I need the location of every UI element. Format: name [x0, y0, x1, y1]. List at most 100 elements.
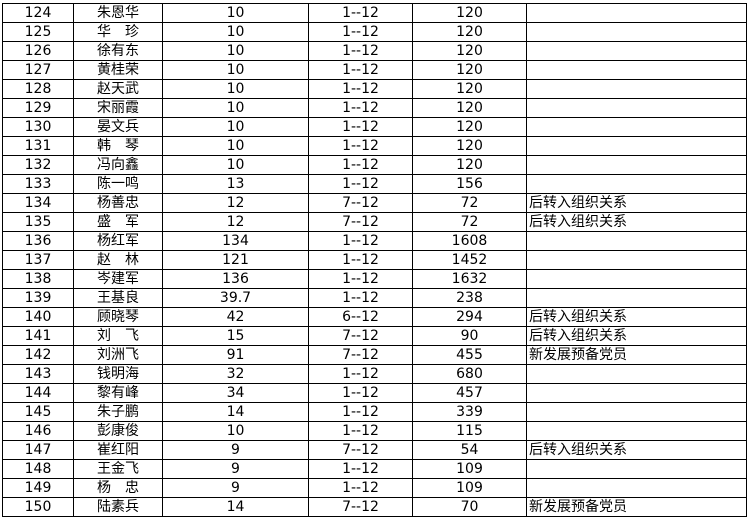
cell-note[interactable]	[526, 478, 747, 498]
cell-note[interactable]: 新发展预备党员	[526, 345, 747, 365]
cell-months[interactable]: 1--12	[308, 459, 413, 479]
cell-name[interactable]: 华 珍	[73, 22, 163, 42]
cell-amount[interactable]: 9	[162, 459, 309, 479]
cell-amount[interactable]: 39.7	[162, 288, 309, 308]
cell-amount[interactable]: 121	[162, 250, 309, 270]
cell-name[interactable]: 宋丽霞	[73, 98, 163, 118]
cell-amount[interactable]: 10	[162, 3, 309, 23]
cell-total[interactable]: 109	[412, 459, 527, 479]
cell-amount[interactable]: 10	[162, 79, 309, 99]
cell-no[interactable]: 130	[2, 117, 74, 137]
cell-months[interactable]: 1--12	[308, 231, 413, 251]
cell-amount[interactable]: 91	[162, 345, 309, 365]
cell-note[interactable]: 后转入组织关系	[526, 326, 747, 346]
cell-no[interactable]: 138	[2, 269, 74, 289]
cell-total[interactable]: 120	[412, 117, 527, 137]
cell-months[interactable]: 1--12	[308, 421, 413, 441]
cell-no[interactable]: 141	[2, 326, 74, 346]
cell-no[interactable]: 149	[2, 478, 74, 498]
cell-note[interactable]	[526, 269, 747, 289]
cell-months[interactable]: 1--12	[308, 136, 413, 156]
cell-months[interactable]: 1--12	[308, 22, 413, 42]
cell-months[interactable]: 1--12	[308, 174, 413, 194]
cell-no[interactable]: 126	[2, 41, 74, 61]
cell-total[interactable]: 1452	[412, 250, 527, 270]
cell-name[interactable]: 杨红军	[73, 231, 163, 251]
cell-no[interactable]: 134	[2, 193, 74, 213]
cell-note[interactable]	[526, 136, 747, 156]
cell-name[interactable]: 冯向鑫	[73, 155, 163, 175]
cell-note[interactable]	[526, 174, 747, 194]
cell-months[interactable]: 1--12	[308, 98, 413, 118]
cell-no[interactable]: 132	[2, 155, 74, 175]
cell-no[interactable]: 148	[2, 459, 74, 479]
cell-months[interactable]: 1--12	[308, 402, 413, 422]
cell-note[interactable]	[526, 79, 747, 99]
cell-months[interactable]: 7--12	[308, 193, 413, 213]
cell-note[interactable]	[526, 22, 747, 42]
cell-total[interactable]: 1608	[412, 231, 527, 251]
cell-note[interactable]: 后转入组织关系	[526, 307, 747, 327]
cell-total[interactable]: 72	[412, 193, 527, 213]
cell-note[interactable]	[526, 250, 747, 270]
cell-name[interactable]: 黄桂荣	[73, 60, 163, 80]
cell-months[interactable]: 1--12	[308, 117, 413, 137]
cell-note[interactable]	[526, 117, 747, 137]
cell-total[interactable]: 115	[412, 421, 527, 441]
cell-name[interactable]: 刘洲飞	[73, 345, 163, 365]
cell-no[interactable]: 136	[2, 231, 74, 251]
cell-months[interactable]: 1--12	[308, 478, 413, 498]
cell-months[interactable]: 1--12	[308, 155, 413, 175]
cell-months[interactable]: 1--12	[308, 250, 413, 270]
cell-amount[interactable]: 10	[162, 98, 309, 118]
cell-months[interactable]: 1--12	[308, 3, 413, 23]
cell-name[interactable]: 朱恩华	[73, 3, 163, 23]
cell-amount[interactable]: 10	[162, 421, 309, 441]
cell-no[interactable]: 135	[2, 212, 74, 232]
cell-note[interactable]	[526, 288, 747, 308]
cell-no[interactable]: 131	[2, 136, 74, 156]
cell-name[interactable]: 朱子鹏	[73, 402, 163, 422]
cell-amount[interactable]: 14	[162, 497, 309, 517]
cell-no[interactable]: 129	[2, 98, 74, 118]
cell-amount[interactable]: 136	[162, 269, 309, 289]
cell-total[interactable]: 120	[412, 3, 527, 23]
cell-note[interactable]	[526, 231, 747, 251]
cell-note[interactable]	[526, 459, 747, 479]
cell-amount[interactable]: 12	[162, 193, 309, 213]
cell-months[interactable]: 7--12	[308, 326, 413, 346]
cell-amount[interactable]: 134	[162, 231, 309, 251]
cell-total[interactable]: 70	[412, 497, 527, 517]
cell-no[interactable]: 146	[2, 421, 74, 441]
cell-no[interactable]: 133	[2, 174, 74, 194]
cell-name[interactable]: 顾晓琴	[73, 307, 163, 327]
cell-name[interactable]: 黎有峰	[73, 383, 163, 403]
cell-no[interactable]: 145	[2, 402, 74, 422]
cell-note[interactable]: 新发展预备党员	[526, 497, 747, 517]
cell-no[interactable]: 143	[2, 364, 74, 384]
cell-total[interactable]: 120	[412, 60, 527, 80]
cell-name[interactable]: 钱明海	[73, 364, 163, 384]
cell-months[interactable]: 1--12	[308, 269, 413, 289]
cell-months[interactable]: 1--12	[308, 364, 413, 384]
cell-no[interactable]: 128	[2, 79, 74, 99]
cell-total[interactable]: 238	[412, 288, 527, 308]
cell-amount[interactable]: 13	[162, 174, 309, 194]
cell-no[interactable]: 139	[2, 288, 74, 308]
cell-total[interactable]: 294	[412, 307, 527, 327]
cell-months[interactable]: 1--12	[308, 60, 413, 80]
cell-amount[interactable]: 9	[162, 440, 309, 460]
cell-months[interactable]: 6--12	[308, 307, 413, 327]
cell-note[interactable]	[526, 98, 747, 118]
cell-note[interactable]	[526, 421, 747, 441]
cell-total[interactable]: 120	[412, 98, 527, 118]
cell-name[interactable]: 赵天武	[73, 79, 163, 99]
cell-name[interactable]: 杨 忠	[73, 478, 163, 498]
cell-name[interactable]: 王金飞	[73, 459, 163, 479]
cell-months[interactable]: 7--12	[308, 345, 413, 365]
cell-no[interactable]: 150	[2, 497, 74, 517]
cell-no[interactable]: 124	[2, 3, 74, 23]
cell-amount[interactable]: 15	[162, 326, 309, 346]
cell-total[interactable]: 120	[412, 22, 527, 42]
cell-amount[interactable]: 32	[162, 364, 309, 384]
